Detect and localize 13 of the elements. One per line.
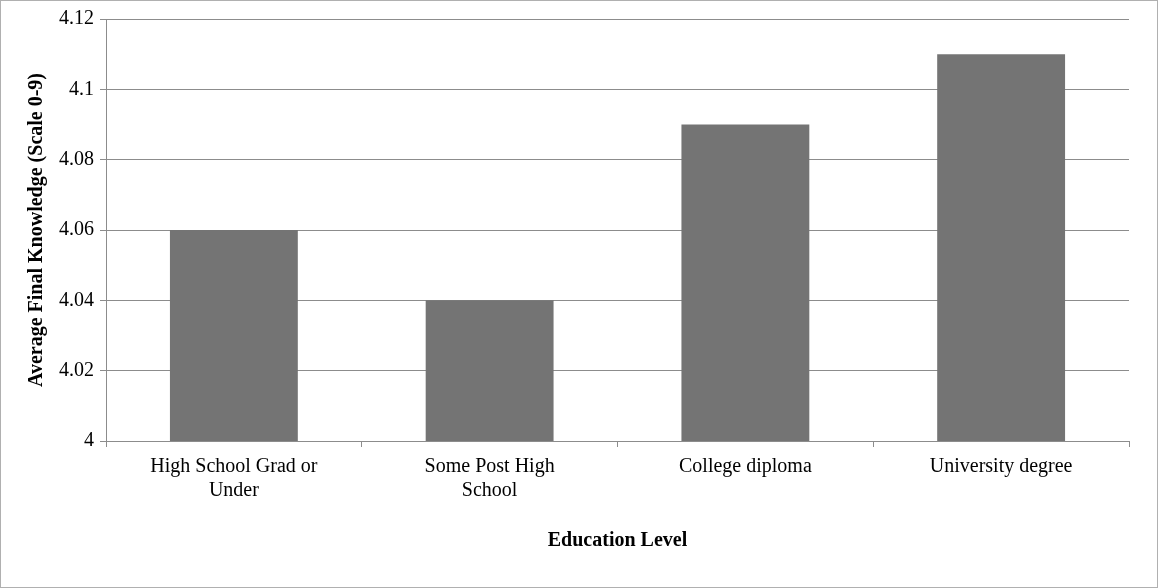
y-tick-label: 4.12 [59,6,94,29]
x-tick-label: University degree [929,454,1073,478]
y-tick-label: 4.04 [59,287,94,310]
y-tick-label: 4.06 [59,217,94,240]
y-tick-label: 4.1 [69,76,94,99]
y-axis-title: Average Final Knowledge (Scale 0-9) [24,72,48,388]
x-tick-label: College diploma [678,454,812,478]
y-tick-label: 4.02 [59,357,94,380]
x-axis-title: Education Level [547,528,688,551]
y-tick-label: 4.08 [59,146,94,169]
x-tick-label: Some Post High School [424,454,555,501]
y-tick-label: 4 [84,428,94,451]
x-tick-label: High School Grad or Under [150,454,318,501]
